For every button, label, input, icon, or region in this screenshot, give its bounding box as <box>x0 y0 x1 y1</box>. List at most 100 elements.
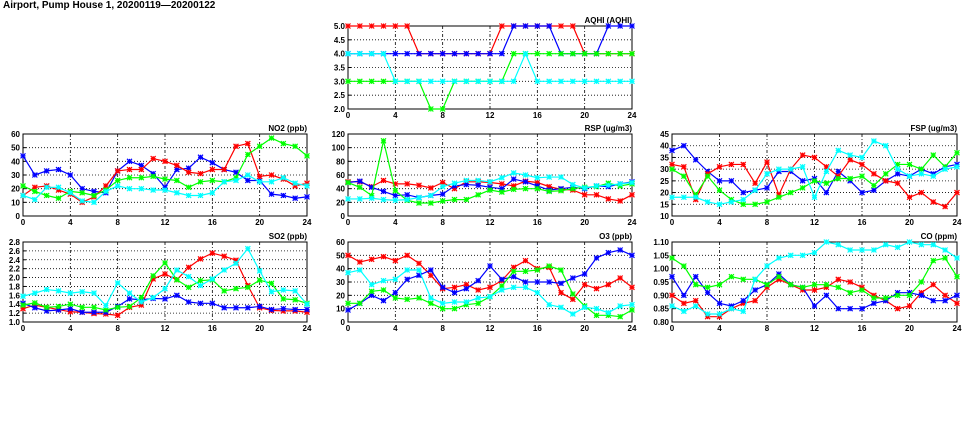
data-point <box>126 303 133 310</box>
data-point <box>475 295 482 301</box>
data-point <box>629 307 635 313</box>
data-point <box>392 23 399 29</box>
data-point <box>775 194 782 201</box>
y-tick-label: 1.05 <box>653 251 669 260</box>
x-tick-label: 16 <box>533 324 542 333</box>
data-point <box>114 304 121 311</box>
data-point <box>233 177 239 184</box>
data-point <box>292 183 299 189</box>
data-point <box>870 187 877 194</box>
page-title: Airport, Pump House 1, 20200119—20200122 <box>3 0 216 11</box>
data-point <box>304 152 310 159</box>
data-point <box>799 252 806 259</box>
data-point <box>740 308 747 315</box>
data-point <box>629 23 635 29</box>
data-point <box>256 143 263 150</box>
data-point <box>20 192 26 199</box>
data-point <box>510 78 517 85</box>
data-point <box>740 297 747 304</box>
data-point <box>256 303 263 310</box>
y-tick-label: 1.6 <box>9 291 21 300</box>
data-point <box>799 152 806 159</box>
data-point <box>43 184 50 191</box>
y-tick-label: 4.0 <box>334 50 346 59</box>
data-point <box>416 194 422 201</box>
y-tick-label: 0.90 <box>653 291 669 300</box>
data-point <box>787 252 794 259</box>
y-tick-label: 20 <box>336 291 345 300</box>
data-point <box>209 250 216 257</box>
data-point <box>173 177 180 184</box>
data-point <box>380 137 387 144</box>
data-point <box>859 189 865 196</box>
data-point <box>451 78 458 85</box>
data-point <box>942 247 949 253</box>
data-point <box>475 191 482 198</box>
y-tick-label: 100 <box>332 144 346 153</box>
data-point <box>918 166 925 173</box>
data-point <box>498 78 505 85</box>
data-point <box>463 299 470 305</box>
data-point <box>510 23 517 29</box>
data-point <box>233 143 239 150</box>
y-tick-label: 0.85 <box>653 305 669 314</box>
data-point <box>451 284 458 291</box>
data-point <box>859 287 865 293</box>
data-point <box>31 304 38 311</box>
data-point <box>669 147 675 154</box>
data-point <box>91 304 97 311</box>
data-point <box>534 279 541 285</box>
data-point <box>593 183 600 189</box>
data-point <box>102 302 109 309</box>
data-point <box>173 189 180 196</box>
data-point <box>870 247 877 253</box>
data-point <box>510 50 517 57</box>
data-point <box>546 279 553 285</box>
data-point <box>569 181 576 188</box>
data-point <box>823 180 830 187</box>
data-point <box>680 142 687 149</box>
x-tick-label: 16 <box>208 324 217 333</box>
data-point <box>954 292 960 299</box>
data-point <box>233 285 239 292</box>
data-point <box>870 182 877 189</box>
data-point <box>629 50 635 57</box>
y-tick-label: 1.8 <box>9 282 21 291</box>
data-point <box>256 277 263 284</box>
data-point <box>752 287 759 293</box>
data-point <box>487 50 493 57</box>
x-tick-label: 0 <box>346 324 351 333</box>
y-tick-label: 20 <box>11 185 20 194</box>
x-tick-label: 4 <box>717 324 722 333</box>
data-point <box>799 287 806 293</box>
data-point <box>404 296 411 303</box>
data-point <box>67 290 74 297</box>
chart-o3: 0 10 20 30 40 50 60 0 4 8 12 16 20 24 O3 (ppb) <box>336 232 637 333</box>
data-point <box>669 255 675 261</box>
data-point <box>882 170 889 177</box>
data-point <box>185 299 192 305</box>
data-point <box>740 189 747 196</box>
data-point <box>811 177 818 184</box>
data-point <box>416 78 422 85</box>
data-point <box>451 183 458 189</box>
data-point <box>114 183 121 189</box>
data-point <box>569 311 576 317</box>
data-point <box>918 170 925 177</box>
data-point <box>558 78 564 85</box>
data-point <box>487 178 493 185</box>
data-point <box>605 182 612 189</box>
y-tick-label: 0 <box>341 318 346 327</box>
data-point <box>716 177 723 184</box>
data-point <box>439 198 446 204</box>
data-point <box>704 311 711 317</box>
data-point <box>304 183 310 189</box>
data-point <box>185 192 192 199</box>
chart-title: FSP (ug/m3) <box>910 124 957 133</box>
data-point <box>150 155 157 162</box>
data-point <box>558 280 564 287</box>
data-point <box>680 300 687 307</box>
data-point <box>404 23 411 29</box>
data-point <box>138 302 145 309</box>
data-point <box>882 142 889 149</box>
